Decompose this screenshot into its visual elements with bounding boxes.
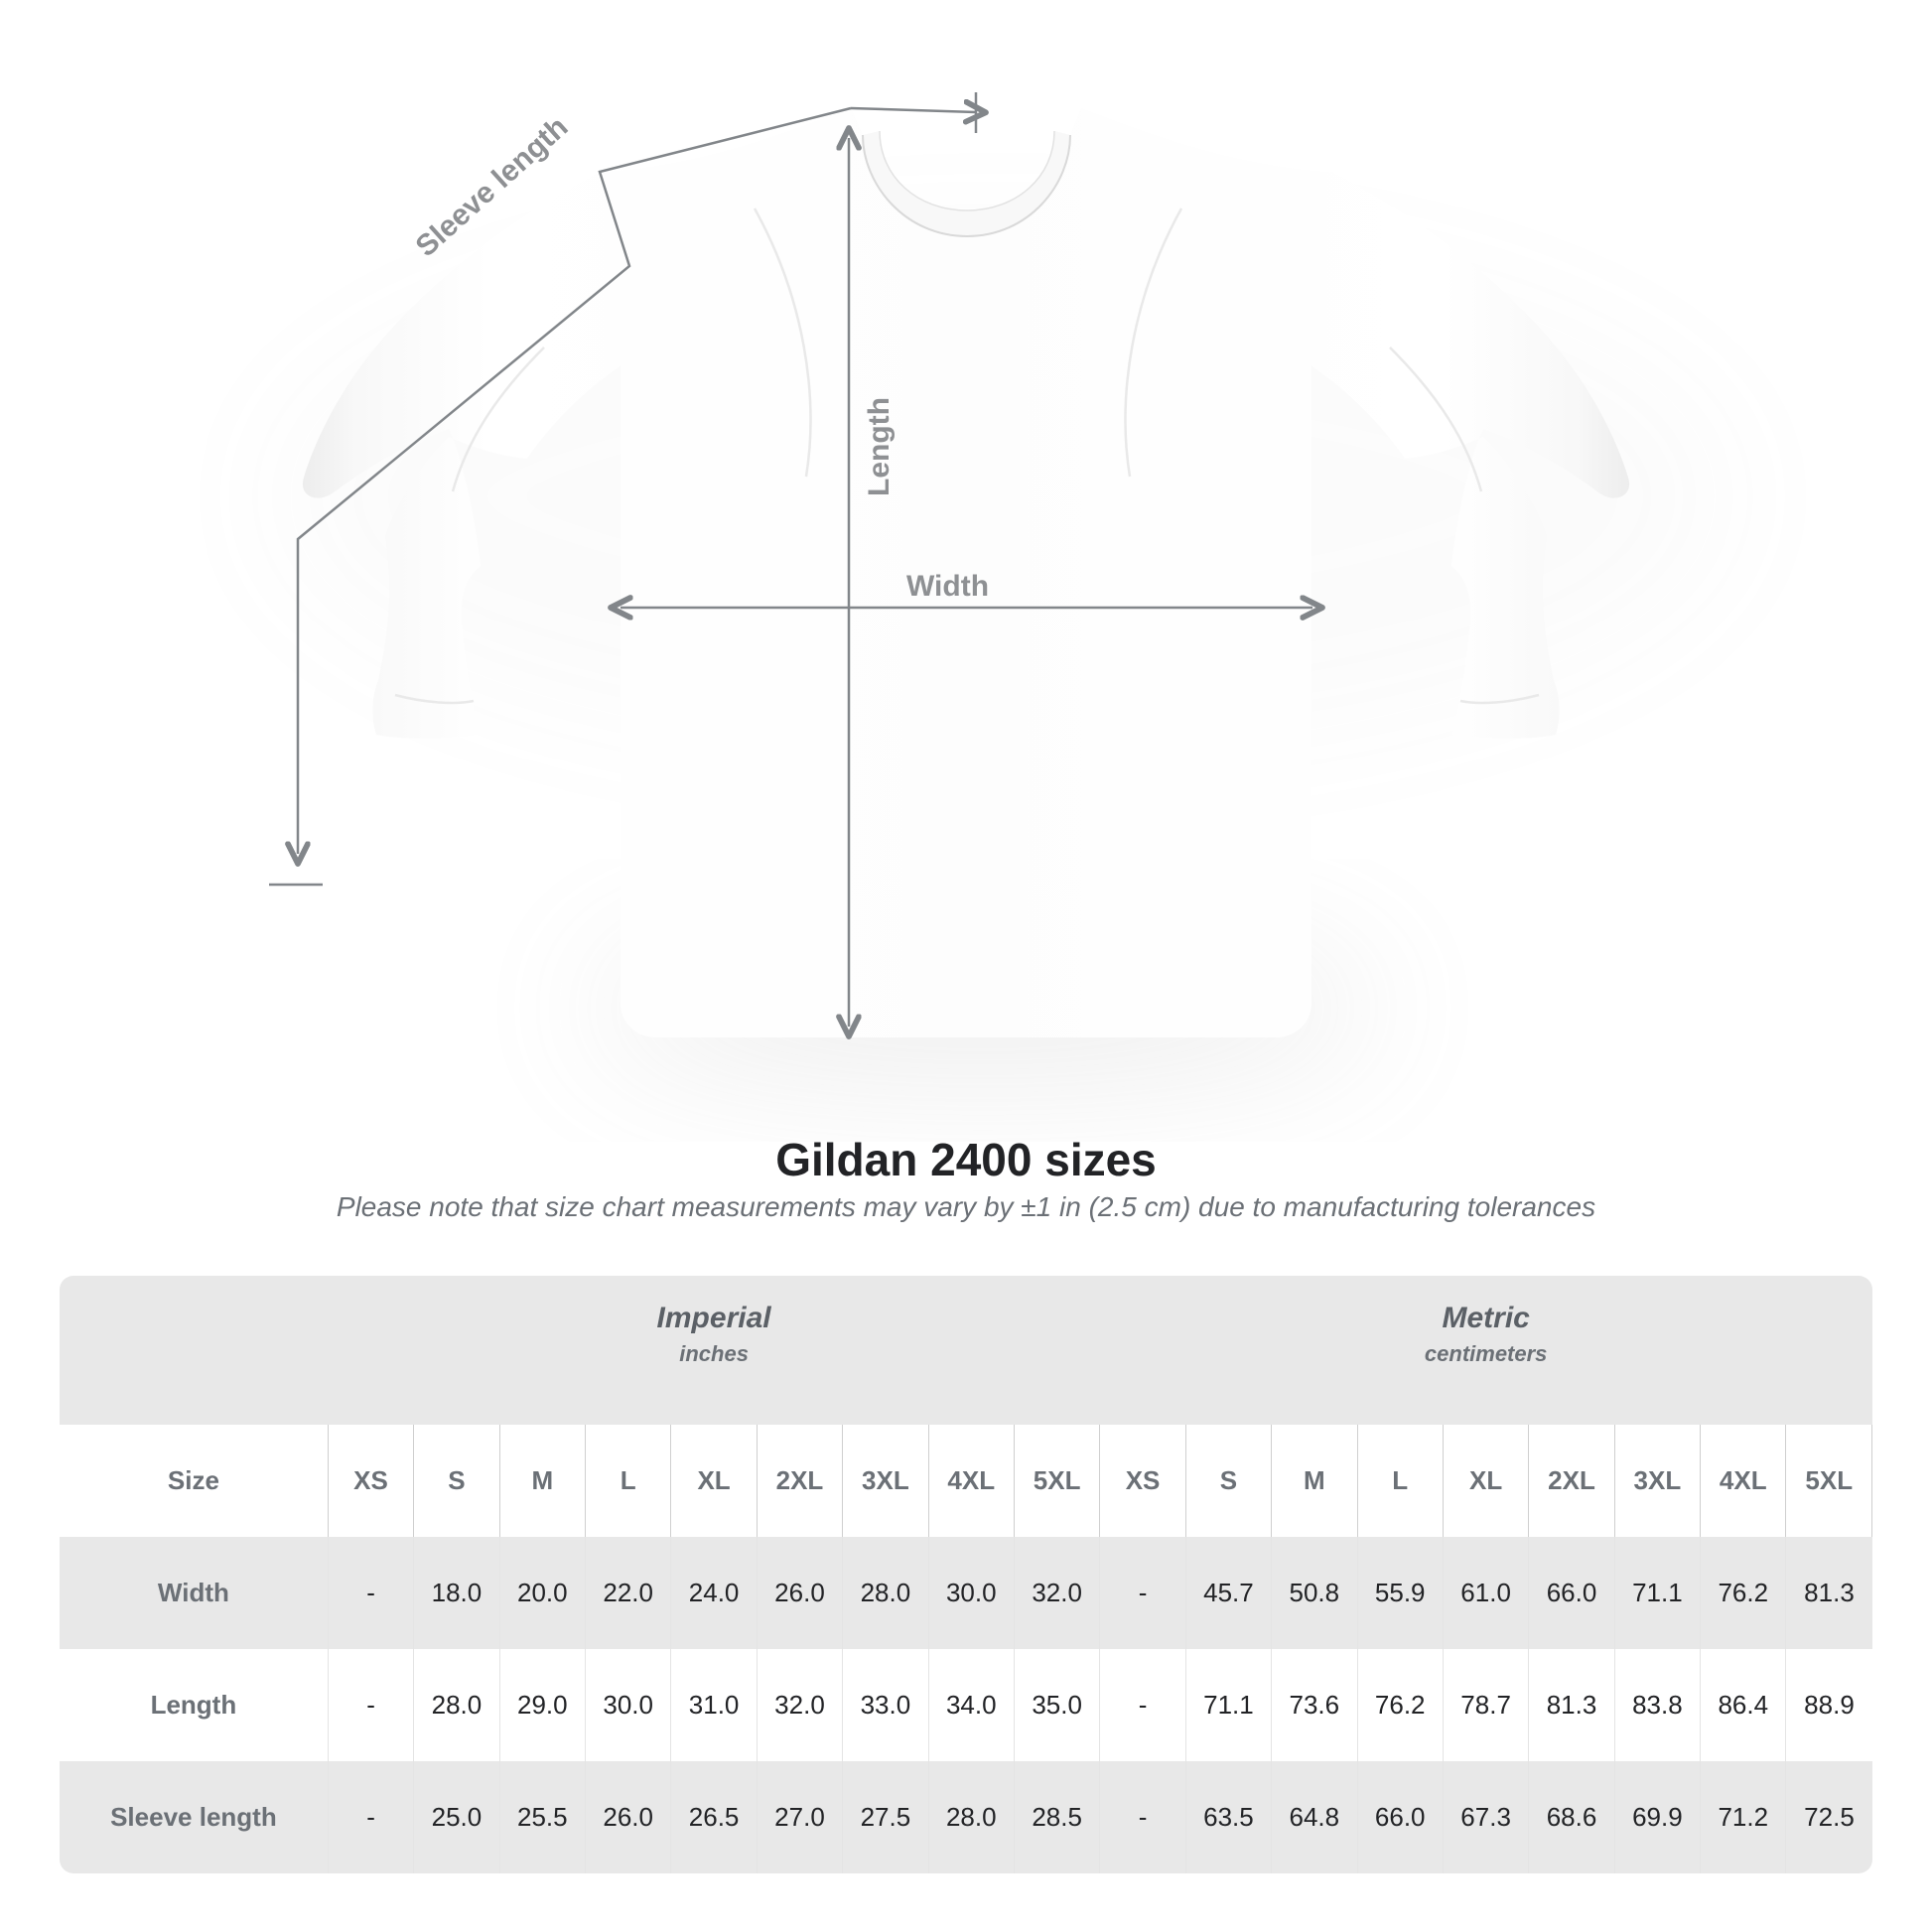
- svg-text:Width: Width: [906, 570, 989, 603]
- svg-text:Length: Length: [863, 397, 896, 496]
